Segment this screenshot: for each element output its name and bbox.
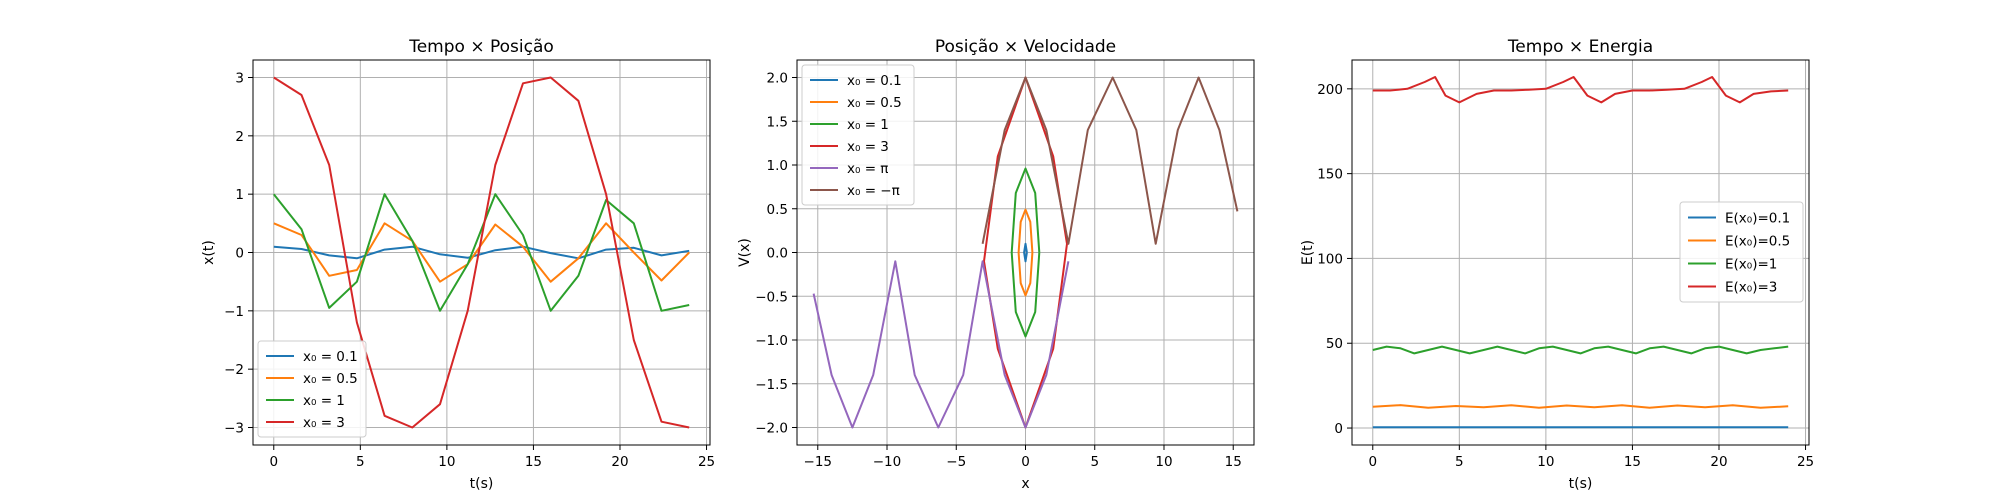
y-tick-label-8: 2.0: [767, 71, 788, 87]
y-tick-label-2: −1: [224, 304, 244, 320]
y-tick-label-5: 2: [235, 129, 244, 145]
series-line-4: [1372, 76, 1789, 104]
y-tick-label-1: −1.5: [755, 377, 788, 393]
legend-label-1: x₀ = 0.1: [847, 73, 902, 89]
chart-title: Tempo × Posição: [408, 37, 554, 57]
y-tick-label-2: 100: [1317, 251, 1343, 267]
x-tick-label-4: 20: [611, 454, 628, 470]
x-tick-label-0: 0: [269, 454, 278, 470]
series-line-3: [1372, 345, 1789, 355]
x-axis-label: t(s): [470, 476, 494, 492]
legend: x₀ = 0.1 x₀ = 0.5 x₀ = 1 x₀ = 3: [257, 340, 367, 438]
x-tick-label-0: 0: [1368, 454, 1377, 470]
legend-box: [1679, 201, 1804, 303]
y-tick-label-3: 150: [1317, 167, 1343, 183]
legend-label-2: x₀ = 0.5: [303, 371, 358, 387]
series-line-3: [273, 193, 690, 312]
legend-label-3: x₀ = 1: [303, 393, 345, 409]
x-tick-label-4: 20: [1710, 454, 1727, 470]
x-tick-label-2: 10: [438, 454, 455, 470]
y-tick-label-4: 200: [1317, 82, 1343, 98]
legend-label-4: x₀ = 3: [303, 415, 345, 431]
x-tick-label-3: 0: [1021, 454, 1030, 470]
y-tick-label-4: 0.0: [767, 246, 788, 262]
y-tick-label-1: 50: [1326, 336, 1343, 352]
legend-label-2: E(x₀)=0.5: [1725, 234, 1790, 250]
series-line-2: [273, 222, 690, 283]
y-tick-label-0: −2.0: [755, 421, 788, 437]
series-line-4: [983, 76, 1068, 429]
legend-box: [257, 340, 367, 438]
x-tick-label-2: 10: [1537, 454, 1554, 470]
x-tick-label-5: 25: [698, 454, 715, 470]
series-line-4: [273, 76, 690, 429]
legend-label-5: x₀ = π: [847, 161, 888, 177]
y-tick-label-0: 0: [1334, 421, 1343, 437]
x-tick-label-0: −15: [804, 454, 833, 470]
y-axis-label: E(t): [1300, 240, 1316, 265]
x-tick-label-3: 15: [1624, 454, 1641, 470]
y-tick-label-0: −3: [224, 421, 244, 437]
x-axis-label: x: [1021, 476, 1029, 492]
series-line-2: [1017, 208, 1034, 297]
series-line-5: [812, 260, 1070, 429]
x-tick-label-2: −5: [946, 454, 966, 470]
y-tick-label-5: 0.5: [767, 202, 788, 218]
chart-title: Tempo × Energia: [1507, 37, 1653, 57]
y-tick-label-3: 0: [235, 246, 244, 262]
series-line-6: [981, 76, 1239, 245]
chart-panel-1: 0 5 10 15 20 25 −3 −2 −1 0 1 2 3 Tempo × Posição t(s) x…: [201, 37, 715, 492]
y-tick-label-2: −1.0: [755, 333, 788, 349]
y-axis-label: V(x): [737, 238, 753, 267]
chart-panel-2: −15 −10 −5 0 5 10 15 −2.0 −1.5 −1.0 −0.5 0.0 0.5 1.0 1…: [737, 37, 1255, 492]
legend: E(x₀)=0.1 E(x₀)=0.5 E(x₀)=1 E(x₀)=3: [1679, 201, 1804, 303]
chart-panel-3: 0 5 10 15 20 25 0 50 100 150 200 Tempo × Energia t(s…: [1300, 37, 1814, 492]
x-tick-label-6: 15: [1225, 454, 1242, 470]
legend-label-2: x₀ = 0.5: [847, 95, 902, 111]
legend-box: [801, 64, 915, 206]
legend-label-4: E(x₀)=3: [1725, 280, 1777, 296]
axes-frame: [1351, 59, 1810, 446]
legend-label-6: x₀ = −π: [847, 183, 900, 199]
y-tick-label-1: −2: [224, 362, 244, 378]
x-tick-label-1: −10: [873, 454, 902, 470]
legend: x₀ = 0.1 x₀ = 0.5 x₀ = 1 x₀ = 3 x₀ = π x₀ = −…: [801, 64, 915, 206]
x-tick-label-4: 5: [1090, 454, 1099, 470]
chart-title: Posição × Velocidade: [935, 37, 1116, 57]
series-line-2: [1372, 404, 1789, 409]
y-tick-label-4: 1: [235, 187, 244, 203]
y-tick-label-3: −0.5: [755, 289, 788, 305]
x-tick-label-5: 10: [1155, 454, 1172, 470]
legend-label-3: E(x₀)=1: [1725, 257, 1777, 273]
y-axis-label: x(t): [201, 240, 217, 265]
legend-label-1: x₀ = 0.1: [303, 349, 358, 365]
y-tick-label-6: 1.0: [767, 158, 788, 174]
y-tick-label-6: 3: [235, 71, 244, 87]
x-axis-label: t(s): [1569, 476, 1593, 492]
x-tick-label-1: 5: [356, 454, 365, 470]
legend-label-1: E(x₀)=0.1: [1725, 211, 1790, 227]
x-tick-label-1: 5: [1455, 454, 1464, 470]
x-tick-label-5: 25: [1797, 454, 1814, 470]
legend-label-4: x₀ = 3: [847, 139, 889, 155]
series-line-1: [1023, 242, 1028, 263]
y-tick-label-7: 1.5: [767, 114, 788, 130]
series-line-1: [273, 245, 690, 260]
x-tick-label-3: 15: [525, 454, 542, 470]
series-line-3: [1010, 167, 1041, 338]
legend-label-3: x₀ = 1: [847, 117, 889, 133]
